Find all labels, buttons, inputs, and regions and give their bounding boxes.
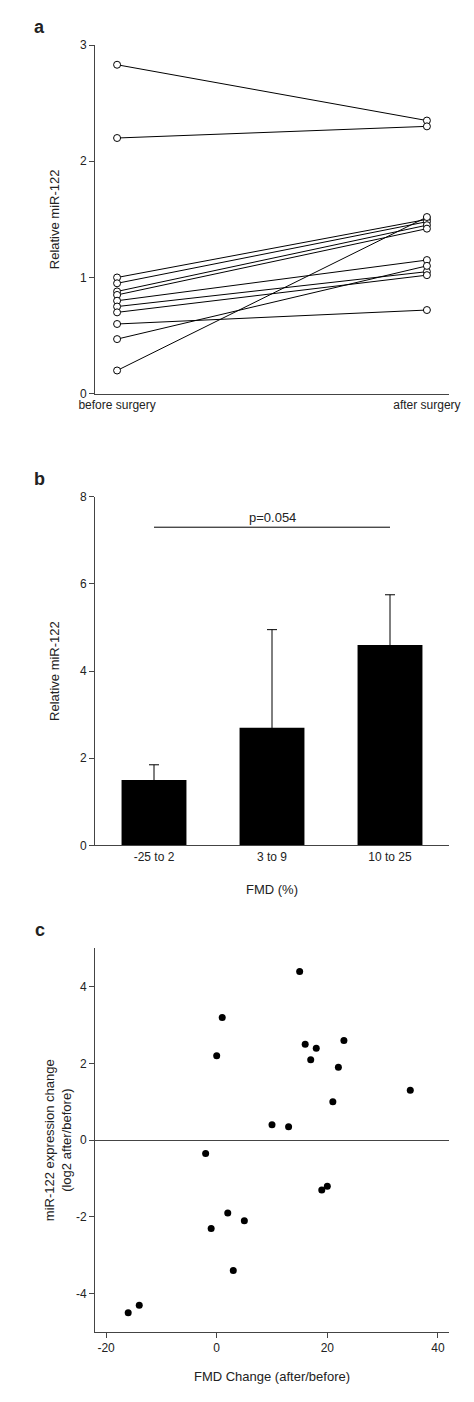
svg-text:FMD (%): FMD (%) bbox=[246, 882, 298, 897]
svg-text:0: 0 bbox=[80, 1133, 87, 1147]
svg-text:3 to 9: 3 to 9 bbox=[257, 850, 287, 864]
svg-text:FMD Change (after/before): FMD Change (after/before) bbox=[194, 1369, 350, 1384]
svg-text:2: 2 bbox=[80, 751, 87, 765]
svg-text:4: 4 bbox=[80, 980, 87, 994]
svg-text:-4: -4 bbox=[76, 1287, 87, 1301]
svg-text:p=0.054: p=0.054 bbox=[249, 510, 296, 525]
svg-text:after surgery: after surgery bbox=[393, 398, 460, 412]
svg-text:0: 0 bbox=[213, 1341, 220, 1355]
svg-text:Relative miR-122: Relative miR-122 bbox=[47, 621, 62, 721]
svg-text:-20: -20 bbox=[97, 1341, 115, 1355]
svg-text:0: 0 bbox=[80, 839, 87, 853]
svg-text:10 to 25: 10 to 25 bbox=[368, 850, 412, 864]
svg-text:a: a bbox=[34, 17, 45, 37]
svg-text:before surgery: before surgery bbox=[78, 398, 155, 412]
svg-text:b: b bbox=[34, 469, 45, 489]
svg-text:40: 40 bbox=[431, 1341, 445, 1355]
svg-text:3: 3 bbox=[80, 38, 87, 52]
svg-text:-2: -2 bbox=[76, 1210, 87, 1224]
svg-text:0: 0 bbox=[80, 387, 87, 401]
svg-text:8: 8 bbox=[80, 490, 87, 504]
svg-text:1: 1 bbox=[80, 271, 87, 285]
svg-text:-25 to 2: -25 to 2 bbox=[134, 850, 175, 864]
svg-text:miR-122 expression change(log2: miR-122 expression change(log2 after/bef… bbox=[42, 1059, 74, 1221]
svg-text:c: c bbox=[35, 920, 45, 940]
svg-text:2: 2 bbox=[80, 154, 87, 168]
svg-text:4: 4 bbox=[80, 664, 87, 678]
svg-text:2: 2 bbox=[80, 1057, 87, 1071]
svg-text:20: 20 bbox=[321, 1341, 335, 1355]
svg-text:6: 6 bbox=[80, 577, 87, 591]
svg-text:Relative miR-122: Relative miR-122 bbox=[47, 170, 62, 270]
